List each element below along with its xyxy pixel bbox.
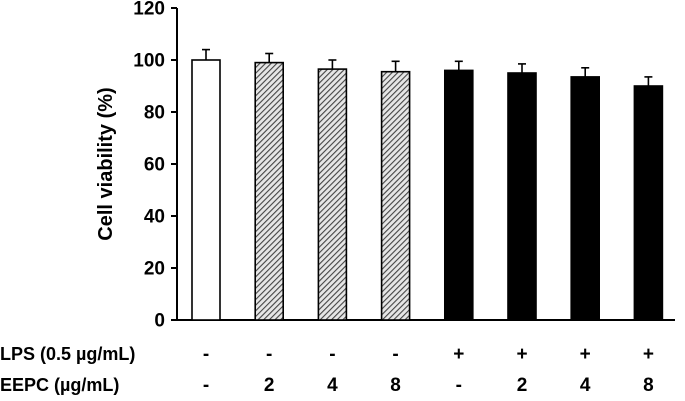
condition-value: - xyxy=(203,375,209,396)
condition-value: - xyxy=(266,344,272,365)
bars xyxy=(191,48,664,321)
y-tick-label: 120 xyxy=(133,0,165,20)
bar xyxy=(191,59,221,321)
condition-value: + xyxy=(516,344,527,365)
condition-row-label: EEPC (µg/mL) xyxy=(0,375,119,395)
bar xyxy=(380,70,411,321)
condition-value: + xyxy=(580,344,591,365)
condition-value: - xyxy=(203,344,209,365)
condition-value: + xyxy=(643,344,654,365)
bar xyxy=(254,61,284,321)
condition-value: + xyxy=(453,344,464,365)
condition-value: 8 xyxy=(390,375,401,396)
bar xyxy=(443,69,474,321)
y-tick-label: 100 xyxy=(133,51,165,72)
condition-value: 2 xyxy=(264,375,275,396)
bar xyxy=(317,68,348,321)
condition-value: 4 xyxy=(327,375,338,396)
condition-value: 8 xyxy=(643,375,654,396)
y-tick-label: 0 xyxy=(154,311,165,332)
bar xyxy=(507,72,537,321)
condition-value: 2 xyxy=(517,375,528,396)
condition-value: 4 xyxy=(580,375,591,396)
y-axis-label: Cell viability (%) xyxy=(95,87,117,240)
condition-value: - xyxy=(392,344,398,365)
condition-rows: LPS (0.5 µg/mL) - - - - + + + + EEPC (µg/mL) - 2 4 8 -… xyxy=(0,344,654,396)
condition-value: - xyxy=(329,344,335,365)
y-tick-label: 20 xyxy=(144,259,165,280)
bar xyxy=(570,76,601,321)
bar xyxy=(633,85,664,321)
condition-row-label: LPS (0.5 µg/mL) xyxy=(0,344,135,364)
y-tick-label: 40 xyxy=(144,207,165,228)
condition-value: - xyxy=(456,375,462,396)
y-axis: 0 20 40 60 80 100 120 xyxy=(133,0,178,332)
y-tick-label: 80 xyxy=(144,103,165,124)
y-tick-label: 60 xyxy=(144,155,165,176)
